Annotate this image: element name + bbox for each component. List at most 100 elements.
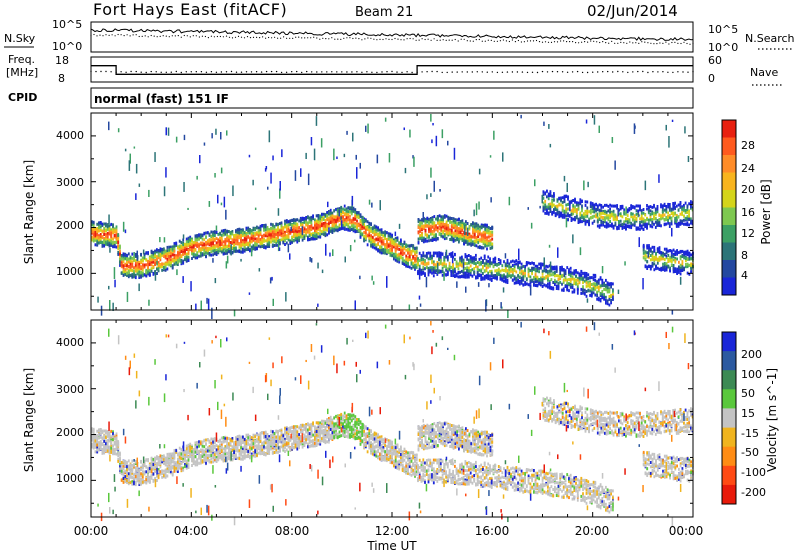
- power-cell: [482, 224, 485, 228]
- power-cell: [612, 216, 615, 220]
- power-cell: [308, 220, 311, 224]
- power-cell: [598, 208, 601, 212]
- power-cell: [475, 275, 477, 279]
- power-cell: [520, 266, 523, 270]
- power-cell: [219, 247, 221, 251]
- power-cell: [159, 258, 162, 262]
- power-cell: [492, 276, 495, 279]
- power-cell: [278, 241, 281, 245]
- power-cell: [606, 299, 609, 303]
- power-cell: [513, 275, 516, 279]
- power-cell: [466, 242, 469, 246]
- nave-point: [200, 71, 203, 73]
- power-cell: [602, 211, 604, 215]
- power-cell: [226, 251, 228, 255]
- nave-point: [185, 71, 187, 73]
- power-cell: [110, 239, 113, 243]
- power-cell: [152, 271, 155, 275]
- power-cell: [487, 255, 490, 259]
- power-cell: [450, 236, 453, 240]
- power-cell: [159, 254, 162, 258]
- power-cell: [596, 208, 599, 212]
- power-cell: [296, 233, 299, 237]
- nave-point: [617, 70, 619, 73]
- power-cell: [126, 264, 128, 268]
- power-cell: [473, 233, 476, 237]
- power-cell: [483, 275, 486, 278]
- nsearch-point: [334, 38, 336, 40]
- nave-point: [461, 71, 463, 73]
- power-cell: [347, 228, 350, 232]
- power-cell: [321, 216, 323, 220]
- power-cell: [426, 216, 429, 220]
- power-cell: [270, 233, 272, 237]
- power-cell: [166, 257, 169, 261]
- power-cell: [224, 240, 227, 244]
- nsearch-point: [575, 42, 577, 44]
- power-cell: [544, 192, 547, 196]
- power-cell: [156, 255, 158, 259]
- power-cell: [422, 267, 425, 271]
- power-cell: [345, 223, 348, 227]
- nsearch-point: [421, 38, 423, 40]
- power-cell: [487, 277, 490, 281]
- power-cell: [560, 214, 562, 217]
- power-cell: [479, 232, 481, 236]
- power-cell: [590, 287, 593, 291]
- nsearch-point: [331, 37, 333, 39]
- power-cell: [347, 213, 350, 217]
- power-cell: [510, 260, 512, 264]
- power-cell: [296, 223, 299, 227]
- power-cell: [542, 190, 545, 194]
- nsearch-point: [689, 43, 691, 45]
- nsearch-point: [656, 43, 658, 45]
- power-cell: [199, 251, 202, 255]
- power-cell: [373, 239, 376, 243]
- power-cell: [91, 223, 93, 227]
- power-cell: [433, 215, 436, 219]
- power-cell: [284, 225, 286, 229]
- power-cell: [597, 281, 600, 285]
- power-cell: [379, 228, 381, 232]
- power-cell: [377, 228, 379, 232]
- power-cell: [480, 239, 483, 243]
- power-cell: [476, 275, 479, 279]
- power-cell: [605, 214, 608, 218]
- power-cell: [455, 262, 458, 266]
- power-cell: [486, 229, 488, 233]
- power-cell: [603, 282, 605, 286]
- nsky-panel: [90, 21, 694, 53]
- power-cell: [445, 236, 448, 240]
- power-cell: [459, 261, 461, 265]
- power-cell: [291, 224, 293, 227]
- power-cell: [428, 227, 430, 231]
- power-cell: [307, 235, 309, 239]
- power-cell: [594, 278, 597, 282]
- power-cell: [431, 219, 434, 223]
- power-cell: [581, 204, 583, 208]
- power-cell: [263, 224, 265, 228]
- power-cell: [422, 227, 425, 231]
- power-cell: [612, 212, 615, 216]
- power-cell: [552, 265, 555, 269]
- nave-point: [581, 71, 584, 74]
- power-cell: [354, 225, 357, 229]
- power-cell: [506, 278, 509, 282]
- power-cell: [561, 288, 563, 292]
- power-cell: [110, 222, 113, 226]
- power-cell: [198, 246, 200, 250]
- power-cell: [497, 258, 500, 261]
- power-cell: [458, 222, 460, 226]
- nsearch-point: [370, 37, 372, 39]
- power-cell: [594, 282, 597, 286]
- nsearch-point: [560, 40, 562, 42]
- power-cell: [585, 274, 588, 278]
- power-cell: [134, 268, 137, 271]
- power-cell: [541, 269, 544, 273]
- power-cell: [226, 229, 228, 233]
- power-cell: [208, 238, 211, 242]
- power-cell: [431, 236, 434, 240]
- power-cell: [377, 241, 379, 245]
- power-cell: [565, 203, 568, 207]
- power-cell: [235, 235, 237, 239]
